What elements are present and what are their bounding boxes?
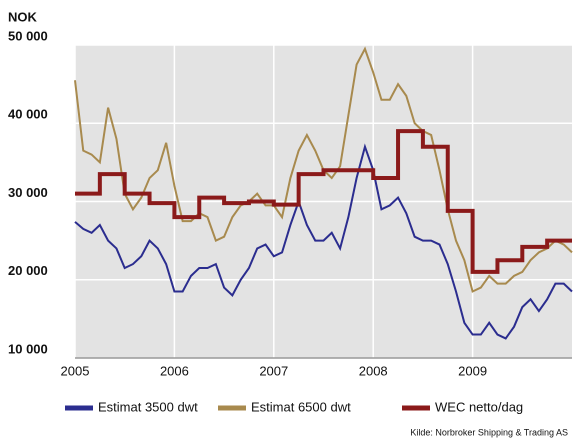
legend-label: Estimat 6500 dwt — [251, 399, 351, 414]
series-line — [75, 129, 572, 274]
x-tick-label: 2005 — [61, 363, 90, 378]
legend-label: Estimat 3500 dwt — [98, 399, 198, 414]
y-tick-label: 20 000 — [8, 263, 48, 278]
x-tick-label: 2007 — [259, 363, 288, 378]
x-tick-label: 2008 — [359, 363, 388, 378]
y-tick-label: 40 000 — [8, 107, 48, 122]
y-tick-label: 50 000 — [8, 28, 48, 43]
source: Kilde: Norbroker Shipping & Trading AS — [410, 427, 568, 437]
y-tick-label: 30 000 — [8, 185, 48, 200]
x-tick-label: 2009 — [458, 363, 487, 378]
y-tick-label: 10 000 — [8, 341, 48, 356]
legend-label: WEC netto/dag — [435, 399, 523, 414]
series-line — [74, 143, 573, 340]
y-axis-label: NOK — [8, 9, 38, 24]
x-tick-label: 2006 — [160, 363, 189, 378]
